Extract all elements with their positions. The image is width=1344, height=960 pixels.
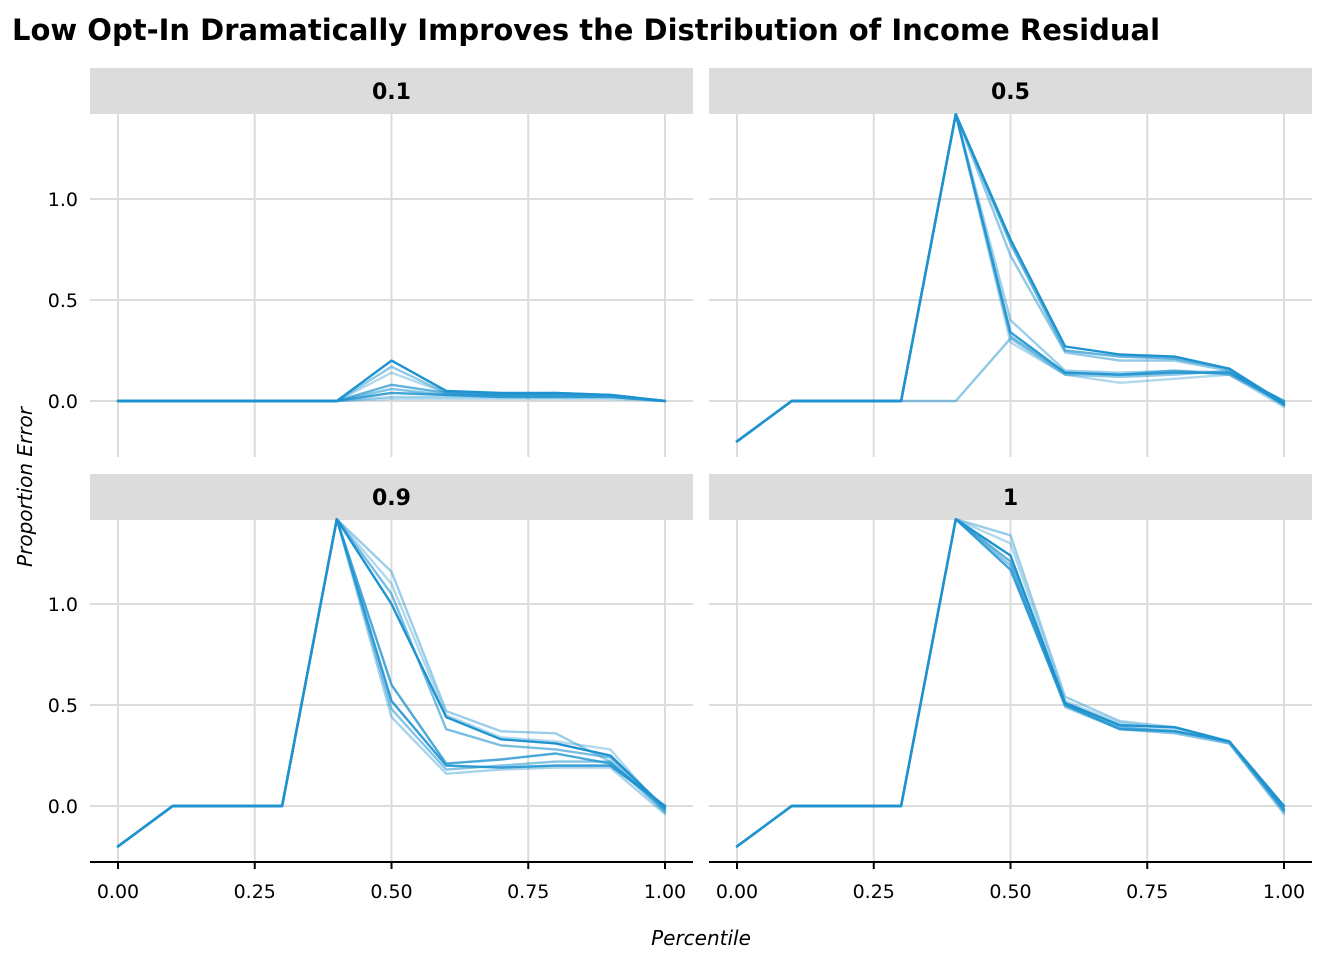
y-tick-label: 0.5 [48, 290, 78, 312]
series-line [116, 397, 667, 403]
y-tick-label: 1.0 [48, 594, 78, 616]
facet-strip-label: 0.9 [372, 486, 411, 511]
y-tick-label: 0.0 [48, 391, 78, 413]
series-line [735, 518, 1286, 848]
facet-strip [709, 68, 1312, 114]
x-axes: 0.00 0.25 0.50 0.75 1.00 0.00 0.25 0.50 0.75 1.00 [90, 861, 1312, 903]
facet-panel: 0.5 [709, 68, 1312, 457]
y-tick-label: 0.0 [48, 796, 78, 818]
x-tick-label: 0.75 [507, 881, 549, 903]
facet-strip-label: 1 [1003, 486, 1018, 511]
x-tick-label: 1.00 [1263, 881, 1305, 903]
x-tick-label: 0.00 [716, 881, 758, 903]
facet-strip [90, 474, 693, 520]
series-line [116, 395, 667, 403]
facet-strip-label: 0.5 [991, 80, 1030, 105]
x-tick-label: 0.25 [234, 881, 276, 903]
series-line [116, 518, 667, 848]
facet-panel: 1 [709, 474, 1312, 862]
series-line [116, 518, 667, 848]
x-tick-label: 0.00 [97, 881, 139, 903]
facet-panel: 0.1 0.0 0.5 1.0 [48, 68, 693, 457]
facet-panels: 0.1 0.0 0.5 1.0 0.5 0.9 0.0 0.5 1.0 1 [48, 68, 1312, 862]
x-axis-title: Percentile [651, 926, 751, 950]
chart-title: Low Opt-In Dramatically Improves the Dis… [12, 13, 1160, 47]
y-tick-label: 0.5 [48, 695, 78, 717]
x-tick-label: 1.00 [644, 881, 686, 903]
y-axis-title: Proportion Error [13, 405, 37, 567]
x-tick-label: 0.25 [853, 881, 895, 903]
x-tick-label: 0.50 [989, 881, 1031, 903]
facet-strip [90, 68, 693, 114]
x-tick-label: 0.50 [370, 881, 412, 903]
facet-panel: 0.9 0.0 0.5 1.0 [48, 474, 693, 862]
series-line [735, 337, 1286, 443]
y-tick-label: 1.0 [48, 189, 78, 211]
facet-strip-label: 0.1 [372, 80, 411, 105]
facet-strip [709, 474, 1312, 520]
series-line [116, 391, 667, 403]
x-tick-label: 0.75 [1126, 881, 1168, 903]
